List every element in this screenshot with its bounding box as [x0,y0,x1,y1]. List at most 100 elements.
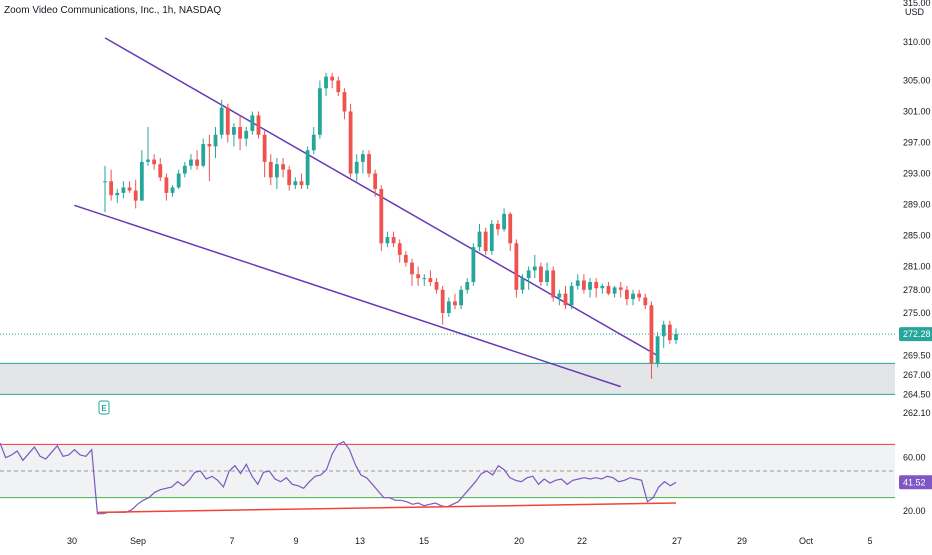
candle-body [465,282,470,290]
candle [520,274,525,294]
candle-body [477,231,482,248]
candle-body [539,266,543,283]
candle [422,274,427,286]
candle-body [403,254,408,263]
candle [287,165,292,191]
y-tick-label: 267.00 [903,370,931,380]
candle-body [575,280,580,286]
candle-body [317,88,322,135]
candle [391,231,396,248]
y-tick-label: 275.00 [903,308,931,318]
y-tick-label: 297.00 [903,138,931,148]
candle [551,266,556,302]
candle [416,266,421,286]
rsi-trend-line [97,502,677,514]
candle-body [182,165,187,174]
candle [189,154,193,170]
candle-body [520,278,525,290]
rsi-tick-label: 60.00 [903,453,926,463]
candle [563,285,568,310]
candle-body [158,164,163,178]
x-tick-label: 27 [672,536,682,546]
candle [133,179,138,209]
candle [311,127,316,155]
candle [428,270,433,286]
candle [539,262,543,286]
candle [588,278,592,298]
candle-body [502,213,506,230]
candle [115,189,120,203]
candle [146,127,150,166]
candle-body [121,187,126,193]
candle-body [496,223,500,230]
candle [489,220,494,255]
candle [170,185,175,197]
candle [158,158,163,182]
candle [262,130,267,178]
candle [250,111,255,135]
candle [342,88,347,120]
candle [109,169,114,201]
candle-body [526,270,531,279]
x-tick-label: 7 [229,536,234,546]
candle [667,320,672,345]
candle-body [342,92,347,112]
candle-body [213,134,218,147]
candle [600,283,605,294]
candle-body [410,262,414,275]
candle-body [115,192,120,196]
candle-body [244,130,249,139]
candle-body [385,237,390,244]
candle [127,181,132,193]
y-tick-label: 269.50 [903,351,931,361]
candle [434,278,439,294]
y-tick-label: 264.50 [903,389,931,399]
candle [661,320,666,348]
candle [465,278,470,294]
candle-body [397,243,402,255]
y-tick-label: 289.00 [903,200,931,210]
candle [373,169,378,197]
y-tick-label: 281.00 [903,262,931,272]
candle [459,285,464,310]
candle-body [661,324,666,337]
candle-body [508,213,513,244]
last-price-badge [899,327,932,342]
candle [557,289,562,306]
candle [176,169,181,190]
currency-label: USD [905,7,925,17]
candle-body [643,297,648,306]
candle-body [287,169,292,186]
earnings-marker-box [98,400,110,415]
candle [655,332,660,368]
candle [575,274,580,290]
candle-body [581,280,586,290]
candle [594,278,599,298]
candle [219,99,224,139]
candle-body [275,164,279,178]
candle-body [305,150,310,186]
candle-body [146,159,150,162]
candle [207,134,212,182]
candle [526,266,531,290]
candle-body [176,173,181,188]
candle-body [268,161,273,178]
trend-line-lower [74,204,621,388]
candle-body [569,285,574,306]
candle [606,282,611,296]
candle-body [354,161,359,174]
candle [256,111,261,139]
candle-body [624,289,629,300]
x-tick-label: 15 [419,536,429,546]
candle-body [674,334,678,341]
candle-body [127,187,132,191]
candle [674,328,678,345]
candle-body [434,282,439,290]
x-tick-label: 29 [737,536,747,546]
candle [385,231,390,248]
x-tick-label: 20 [514,536,524,546]
candle-body [557,293,562,298]
candle-body [594,282,599,289]
x-tick-label: Oct [799,536,814,546]
candle [360,150,365,174]
